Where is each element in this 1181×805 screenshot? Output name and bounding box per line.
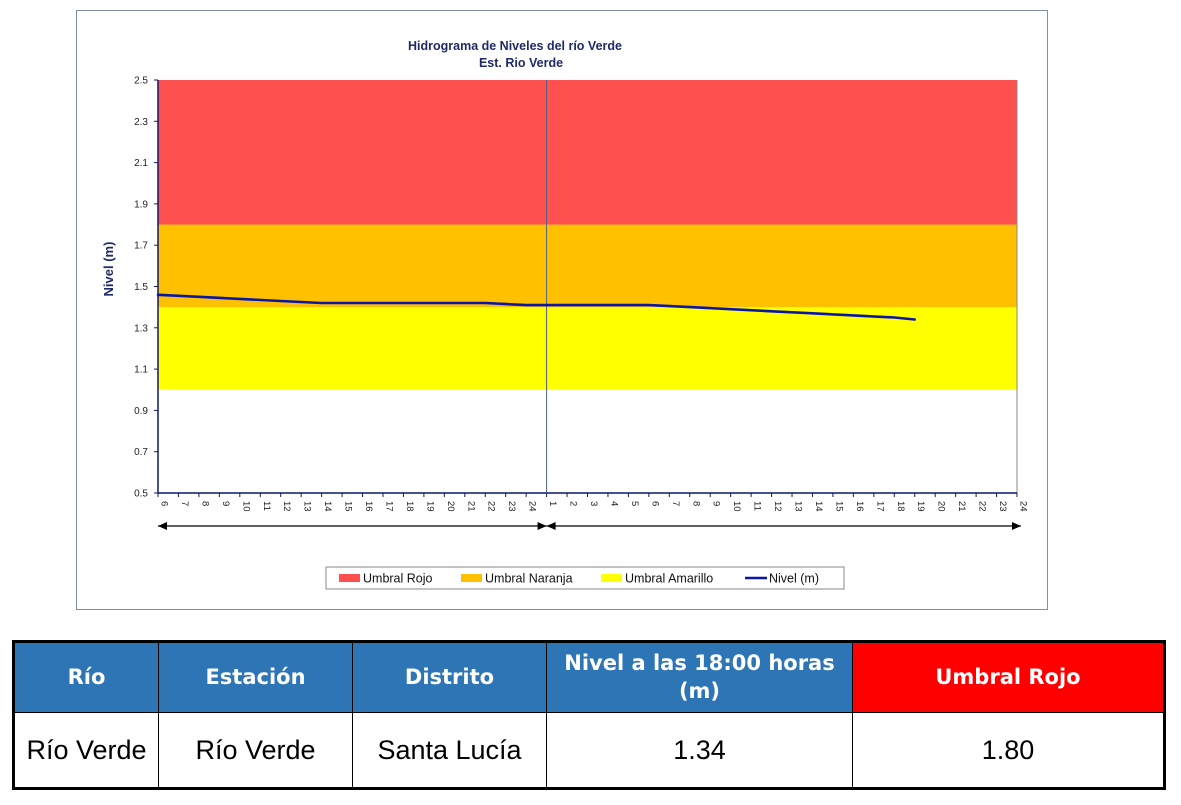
x-tick-label: 5 xyxy=(629,501,640,506)
x-tick-label: 12 xyxy=(281,501,292,512)
legend-swatch-umbral-amarillo xyxy=(601,574,622,582)
x-tick-label: 17 xyxy=(874,501,885,512)
day1-range-arrow-head-left xyxy=(158,522,167,530)
x-tick-label: 16 xyxy=(854,501,865,512)
legend-label-nivel-m: Nivel (m) xyxy=(769,572,819,586)
x-tick-label: 24 xyxy=(1018,501,1029,512)
chart-subtitle: Est. Rio Verde xyxy=(479,56,563,70)
y-axis-label: Nivel (m) xyxy=(101,242,116,297)
x-tick-label: 11 xyxy=(261,501,272,511)
x-tick-label: 12 xyxy=(772,501,783,512)
x-tick-label: 14 xyxy=(322,501,333,512)
x-tick-label: 11 xyxy=(752,501,763,511)
y-tick-label: 1.3 xyxy=(134,323,148,334)
header-distrito: Distrito xyxy=(352,641,547,713)
x-tick-label: 6 xyxy=(159,501,170,506)
legend-swatch-umbral-naranja xyxy=(461,574,482,582)
x-tick-label: 17 xyxy=(383,501,394,512)
y-tick-label: 2.3 xyxy=(134,117,148,128)
x-tick-label: 15 xyxy=(343,501,354,512)
x-tick-label: 9 xyxy=(711,501,722,506)
x-tick-label: 16 xyxy=(363,501,374,512)
x-tick-label: 13 xyxy=(302,501,313,512)
x-tick-label: 15 xyxy=(833,501,844,512)
y-tick-label: 2.1 xyxy=(134,158,148,169)
x-tick-label: 22 xyxy=(486,501,497,512)
band-umbral-naranja xyxy=(158,224,1017,308)
x-tick-label: 3 xyxy=(588,501,599,506)
cell-rio: Río Verde xyxy=(13,712,159,789)
x-tick-label: 24 xyxy=(527,501,538,512)
header-estacion: Estación xyxy=(158,641,353,713)
level-table: Río Estación Distrito Nivel a las 18:00 … xyxy=(12,640,1166,790)
x-tick-label: 22 xyxy=(977,501,988,512)
x-tick-label: 23 xyxy=(997,501,1008,512)
x-tick-label: 19 xyxy=(915,501,926,512)
x-tick-label: 7 xyxy=(179,501,190,506)
x-tick-label: 18 xyxy=(895,501,906,512)
hydrograph-chart: 0.5 0.7 0.9 1.1 1.3 1.5 1.7 1.9 2.1 2.3 2.5 6 7 8 9 10 1… xyxy=(101,39,1029,590)
chart-title: Hidrograma de Niveles del río Verde xyxy=(408,39,622,53)
x-tick-label: 1 xyxy=(547,501,558,506)
x-tick-label: 18 xyxy=(404,501,415,512)
x-tick-label: 10 xyxy=(240,501,251,512)
x-tick-label: 4 xyxy=(608,501,619,506)
cell-estacion: Río Verde xyxy=(158,712,353,789)
x-tick-label: 23 xyxy=(506,501,517,512)
series-line-nivel xyxy=(156,293,917,321)
x-tick-label: 7 xyxy=(670,501,681,506)
table-row: Río Verde Río Verde Santa Lucía 1.34 1.8… xyxy=(13,712,1165,789)
band-umbral-amarillo xyxy=(158,307,1017,390)
chart-frame: 0.5 0.7 0.9 1.1 1.3 1.5 1.7 1.9 2.1 2.3 2.5 6 7 8 9 10 1… xyxy=(76,10,1048,610)
x-tick-label: 13 xyxy=(793,501,804,512)
day2-range-arrow-head-left xyxy=(546,522,556,530)
x-tick-label: 21 xyxy=(465,501,476,512)
x-tick-label: 8 xyxy=(199,501,210,506)
y-tick-label: 1.5 xyxy=(134,282,148,293)
legend-swatch-umbral-rojo xyxy=(339,574,360,582)
legend-label-umbral-naranja: Umbral Naranja xyxy=(485,572,573,586)
legend-label-umbral-rojo: Umbral Rojo xyxy=(363,572,433,586)
y-tick-label: 1.9 xyxy=(134,199,148,210)
x-tick-label: 19 xyxy=(424,501,435,512)
x-tick-label: 20 xyxy=(936,501,947,512)
cell-distrito: Santa Lucía xyxy=(352,712,547,789)
header-nivel-18h: Nivel a las 18:00 horas (m) xyxy=(546,641,853,713)
band-umbral-rojo xyxy=(158,80,1017,225)
y-tick-label: 1.7 xyxy=(134,241,148,252)
legend-box xyxy=(325,566,845,590)
table-header-row: Río Estación Distrito Nivel a las 18:00 … xyxy=(13,641,1165,713)
cell-umbral-rojo: 1.80 xyxy=(852,712,1165,789)
day2-range-arrow-head-right xyxy=(1012,522,1021,530)
y-tick-label: 0.9 xyxy=(134,406,148,417)
x-tick-label: 8 xyxy=(690,501,701,506)
x-tick-label: 2 xyxy=(568,501,579,506)
y-tick-label: 2.5 xyxy=(134,76,148,87)
y-tick-label: 1.1 xyxy=(134,365,148,376)
x-tick-label: 21 xyxy=(956,501,967,512)
x-tick-label: 20 xyxy=(445,501,456,512)
y-tick-label: 0.5 xyxy=(134,489,148,500)
cell-nivel: 1.34 xyxy=(546,712,853,789)
x-tick-label: 14 xyxy=(813,501,824,512)
day1-range-arrow-head-right xyxy=(537,522,547,530)
y-tick-label: 0.7 xyxy=(134,447,148,458)
legend-label-umbral-amarillo: Umbral Amarillo xyxy=(625,572,713,586)
header-rio: Río xyxy=(13,641,159,713)
x-tick-label: 10 xyxy=(731,501,742,512)
x-tick-label: 9 xyxy=(220,501,231,506)
header-umbral-rojo: Umbral Rojo xyxy=(852,641,1165,713)
x-tick-label: 6 xyxy=(649,501,660,506)
